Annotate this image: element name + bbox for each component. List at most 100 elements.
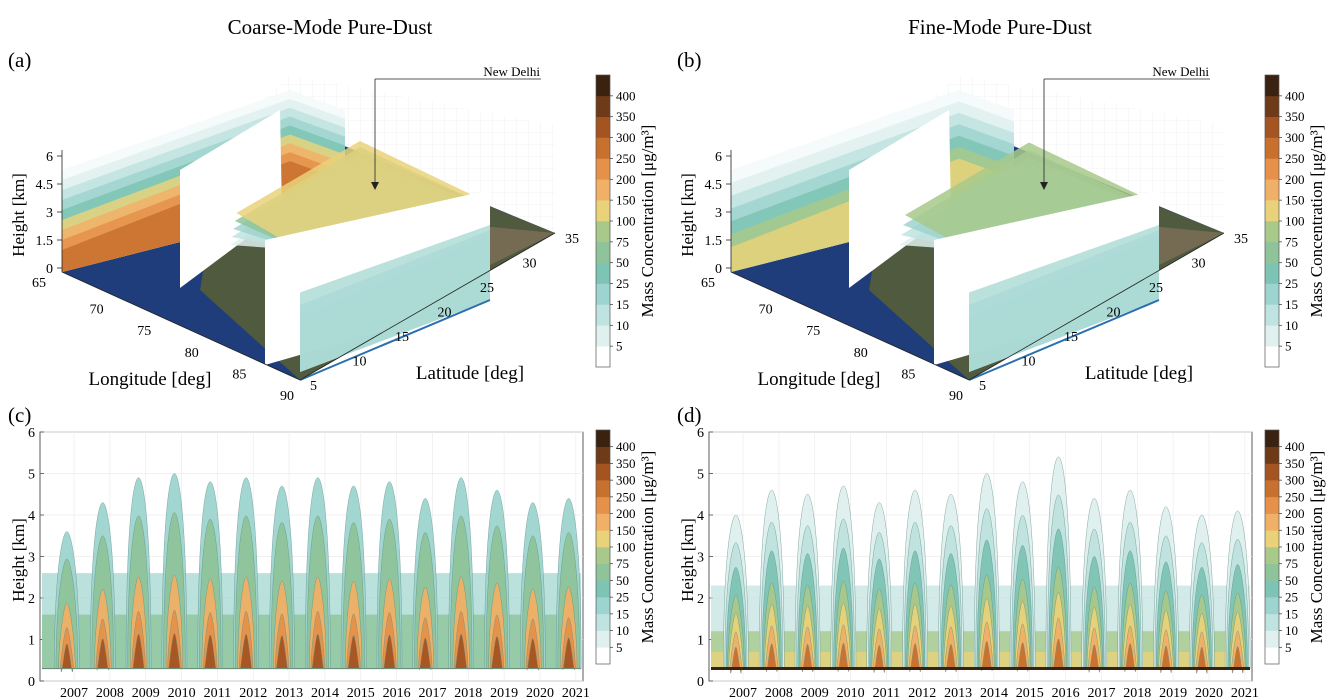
colorbar-swatch — [1265, 221, 1279, 243]
colorbar-label: Mass Concentration [μg/m³] — [638, 451, 657, 644]
x-tick-label: 2015 — [1016, 686, 1044, 699]
colorbar-swatch — [596, 580, 610, 598]
colorbar-tick-label: 400 — [1285, 88, 1305, 103]
axis-latitude — [299, 232, 556, 381]
colorbar-tick-label: 15 — [616, 297, 629, 312]
panel-letter-b: (b) — [677, 48, 702, 72]
height-tick-label: 6 — [46, 150, 53, 165]
panel-d-height-time-plot: 0 1 2 3 4 5 6 Height [km] 2007 2008 2009 2010 2011 20… — [678, 426, 1259, 699]
colorbar-swatch — [1265, 430, 1279, 448]
colorbar-tick-label: 350 — [1285, 456, 1305, 471]
colorbar-swatch — [1265, 463, 1279, 481]
panel-letter-d: (d) — [677, 403, 702, 427]
latitude-tick-label: 15 — [395, 330, 409, 345]
latitude-tick-label: 10 — [353, 355, 367, 370]
colorbar-swatch — [1265, 530, 1279, 548]
y-tick-label: 5 — [28, 468, 35, 483]
colorbar-swatch — [1265, 262, 1279, 284]
colorbar-swatch — [596, 200, 610, 222]
colorbar-swatch — [596, 241, 610, 264]
colorbar-swatch — [1265, 283, 1279, 305]
colorbar-swatch — [1265, 647, 1279, 665]
colorbar-swatch — [596, 95, 610, 118]
longitude-tick-label: 90 — [280, 389, 294, 404]
colorbar-swatch — [1265, 513, 1279, 531]
longitude-axis-label: Longitude [deg] — [89, 369, 212, 390]
longitude-tick-label: 65 — [701, 276, 715, 291]
colorbar-swatch — [596, 137, 610, 159]
axis-longitude — [730, 271, 970, 381]
colorbar-b: 5 10 15 25 50 75 100 150 200 250 300 350 400 Mass Con… — [1264, 74, 1326, 368]
height-tick-label: 0 — [715, 262, 722, 277]
x-tick-label: 2011 — [873, 686, 900, 699]
y-tick-label: 2 — [697, 592, 704, 607]
colorbar-swatch — [596, 304, 610, 326]
colorbar-swatch — [596, 613, 610, 631]
concentration-plume — [96, 638, 109, 671]
longitude-tick-label: 85 — [901, 367, 915, 382]
x-tick-label: 2008 — [96, 686, 124, 699]
concentration-plume — [730, 646, 742, 674]
colorbar-tick-label: 10 — [1285, 623, 1298, 638]
colorbar-swatch — [596, 158, 610, 180]
x-tick-label: 2020 — [1195, 686, 1223, 699]
x-tick-label: 2019 — [490, 686, 518, 699]
colorbar-a: 5 10 15 25 50 75 100 150 200 250 300 350 400 Mass Con… — [595, 74, 657, 368]
x-tick-label: 2009 — [132, 686, 160, 699]
colorbar-swatch — [1265, 613, 1279, 631]
colorbar-label: Mass Concentration [μg/m³] — [1307, 125, 1326, 318]
ground-edge — [299, 299, 491, 381]
colorbar-tick-label: 350 — [616, 109, 636, 124]
colorbar-tick-label: 75 — [1285, 556, 1298, 571]
x-tick-label: 2018 — [454, 686, 482, 699]
colorbar-tick-label: 75 — [616, 234, 629, 249]
colorbar-swatch — [1265, 547, 1279, 565]
y-tick-label: 3 — [697, 551, 704, 566]
colorbar-swatch — [1265, 597, 1279, 615]
colorbar-tick-label: 300 — [616, 130, 636, 145]
latitude-tick-label: 35 — [1234, 232, 1248, 247]
y-tick-label: 0 — [28, 675, 35, 690]
colorbar-swatch — [1265, 480, 1279, 498]
y-axis-label: Height [km] — [678, 518, 697, 602]
x-tick-label: 2012 — [908, 686, 936, 699]
longitude-tick-label: 85 — [232, 367, 246, 382]
longitude-tick-label: 80 — [854, 346, 868, 361]
colorbar-tick-label: 25 — [616, 590, 629, 605]
colorbar-swatch — [596, 262, 610, 284]
x-tick-label: 2015 — [347, 686, 375, 699]
colorbar-swatch — [596, 530, 610, 548]
latitude-tick-label: 15 — [1064, 330, 1078, 345]
colorbar-swatch — [596, 647, 610, 665]
concentration-plume — [132, 633, 145, 669]
colorbar-tick-label: 300 — [1285, 130, 1305, 145]
colorbar-tick-label: 75 — [616, 556, 629, 571]
concentration-plume — [526, 638, 539, 671]
latitude-tick-label: 30 — [1192, 257, 1206, 272]
colorbar-tick-label: 5 — [616, 339, 623, 354]
longitude-tick-label: 70 — [759, 303, 773, 318]
height-tick-label: 3 — [715, 206, 722, 221]
colorbar-swatch — [1265, 304, 1279, 326]
colorbar-swatch — [1265, 200, 1279, 222]
longitude-tick-label: 90 — [949, 389, 963, 404]
colorbar-swatch — [596, 463, 610, 481]
x-tick-label: 2012 — [239, 686, 267, 699]
x-tick-label: 2010 — [168, 686, 196, 699]
panel-c-height-time-plot: 0 1 2 3 4 5 6 Height [km] 2007 2008 2009 2010 2011 20… — [9, 426, 590, 699]
annotation-arrowhead — [371, 182, 379, 190]
colorbar-tick-label: 50 — [1285, 573, 1298, 588]
concentration-plume — [1231, 646, 1244, 673]
colorbar-tick-label: 150 — [616, 523, 636, 538]
x-tick-label: 2014 — [311, 686, 339, 699]
longitude-tick-label: 75 — [806, 324, 820, 339]
new-delhi-label: New Delhi — [1152, 64, 1209, 79]
latitude-tick-label: 25 — [480, 281, 494, 296]
colorbar-swatch — [1265, 580, 1279, 598]
colorbar-tick-label: 150 — [616, 193, 636, 208]
colorbar-swatch — [1265, 563, 1279, 581]
height-tick-label: 6 — [715, 150, 722, 165]
ground-edge — [968, 299, 1160, 381]
colorbar-swatch — [1265, 325, 1279, 347]
colorbar-swatch — [596, 513, 610, 531]
